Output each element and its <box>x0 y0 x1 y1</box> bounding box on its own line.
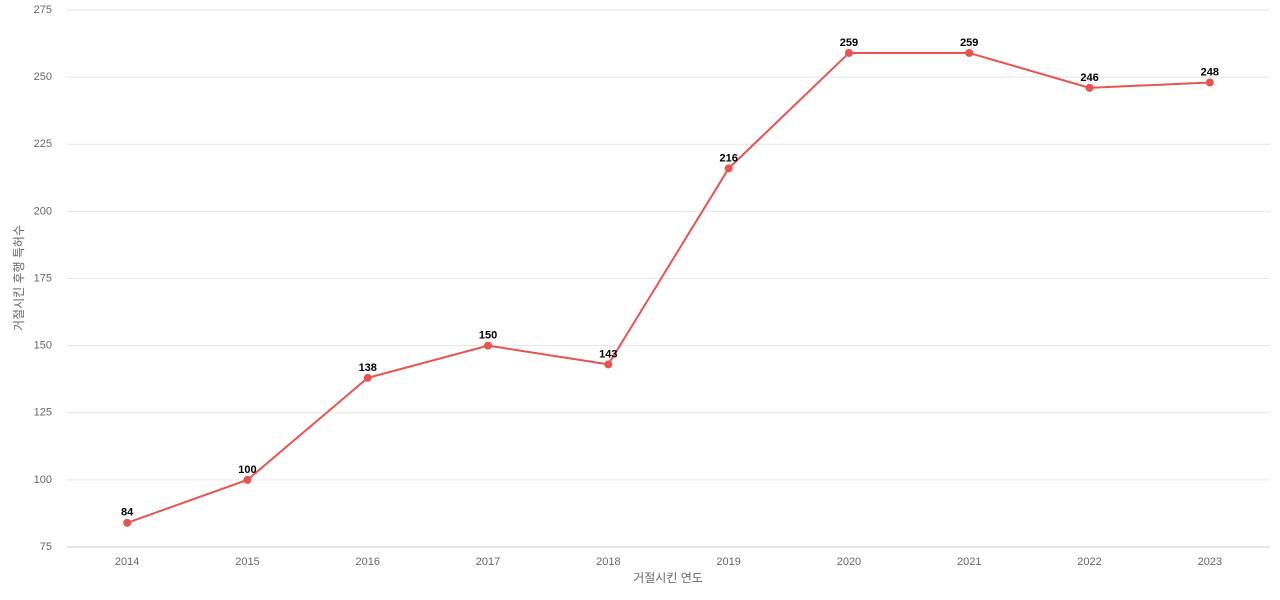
value-label: 259 <box>840 37 858 49</box>
point <box>363 373 372 382</box>
y-tick-label: 150 <box>34 340 52 352</box>
x-tick-label: 2020 <box>837 556 861 568</box>
value-label: 246 <box>1080 72 1098 84</box>
point <box>243 475 252 484</box>
y-tick-label: 125 <box>34 407 52 419</box>
y-tick-label: 250 <box>34 71 52 83</box>
point <box>844 48 853 57</box>
y-tick-label: 225 <box>34 138 52 150</box>
y-tick-label: 275 <box>34 4 52 16</box>
value-label: 138 <box>359 362 377 374</box>
point <box>1085 83 1094 92</box>
x-tick-label: 2014 <box>115 556 139 568</box>
point <box>123 518 132 527</box>
value-label: 248 <box>1201 66 1219 78</box>
x-axis-title: 거절시킨 연도 <box>633 571 703 585</box>
y-axis-title: 거절시킨 후행 특허수 <box>11 225 26 331</box>
x-tick-label: 2021 <box>957 556 981 568</box>
x-tick-label: 2022 <box>1077 556 1101 568</box>
point <box>1205 78 1214 87</box>
x-tick-label: 2023 <box>1198 556 1222 568</box>
y-tick-label: 100 <box>34 474 52 486</box>
point <box>724 164 733 173</box>
point <box>484 341 493 350</box>
point <box>965 48 974 57</box>
y-tick-label: 75 <box>40 541 52 553</box>
value-label: 259 <box>960 37 978 49</box>
value-label: 216 <box>719 152 737 164</box>
value-label: 143 <box>599 348 617 360</box>
value-label: 100 <box>238 464 256 476</box>
line <box>126 51 1210 524</box>
y-tick-label: 200 <box>34 205 52 217</box>
value-label: 84 <box>121 507 134 519</box>
x-tick-label: 2019 <box>716 556 740 568</box>
x-tick-label: 2016 <box>356 556 380 568</box>
point <box>604 360 613 369</box>
y-tick-label: 175 <box>34 272 52 284</box>
x-tick-label: 2015 <box>235 556 259 568</box>
x-tick-label: 2017 <box>476 556 500 568</box>
x-tick-label: 2018 <box>596 556 620 568</box>
value-label: 150 <box>479 330 497 342</box>
